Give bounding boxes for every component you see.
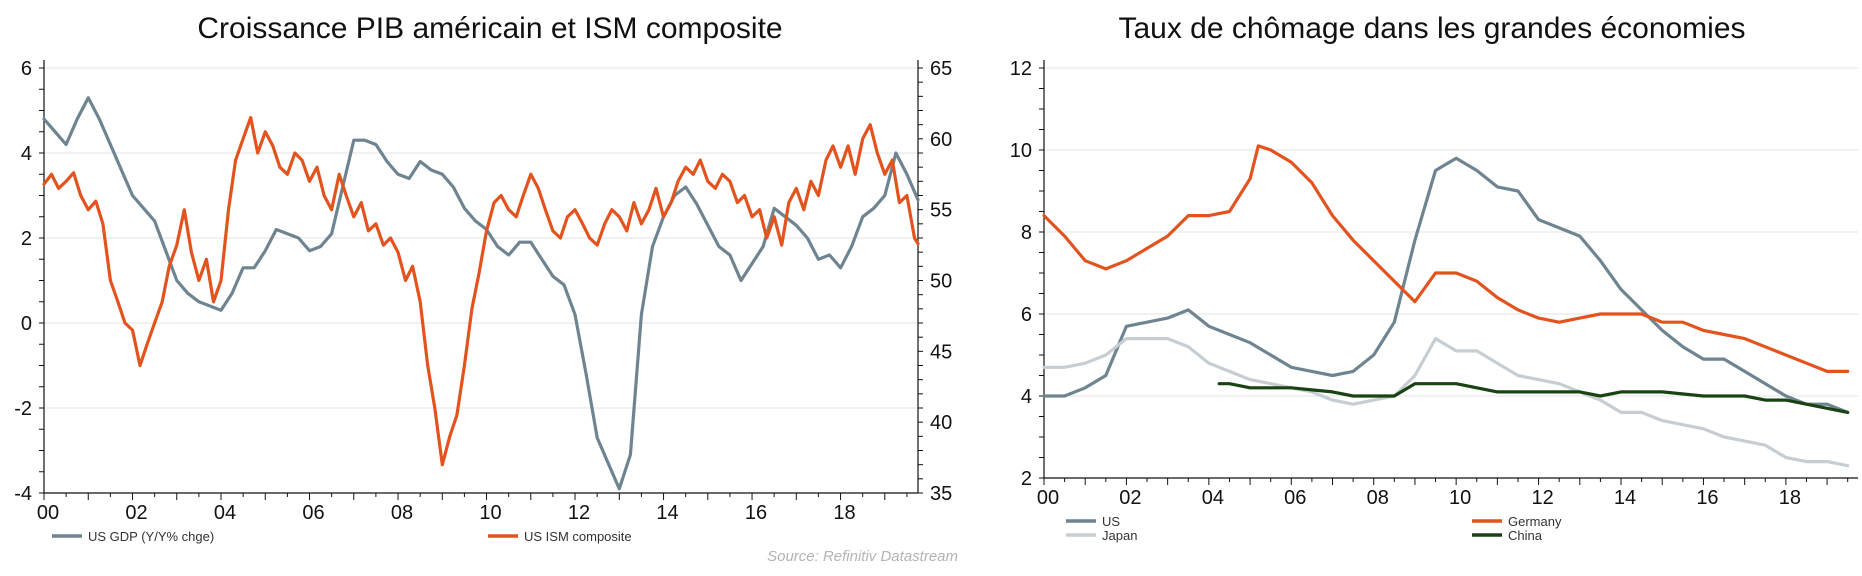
x-tick-label: 12 — [568, 502, 590, 524]
y-tick-label: -4 — [14, 483, 32, 505]
series-line-us-gdp-y-y-chge — [42, 96, 920, 491]
x-tick-label: 02 — [1119, 487, 1141, 509]
x-tick-label: 10 — [479, 502, 501, 524]
x-tick-label: 00 — [37, 502, 59, 524]
series-line-us — [1042, 156, 1850, 414]
x-tick-label: 12 — [1531, 487, 1553, 509]
x-tick-label: 14 — [656, 502, 678, 524]
y2-tick-label: 60 — [930, 129, 952, 151]
x-tick-label: 18 — [833, 502, 855, 524]
x-tick-label: 06 — [1284, 487, 1306, 509]
y-tick-label: 12 — [1010, 58, 1032, 80]
y2-tick-label: 50 — [930, 271, 952, 293]
legend-label: US — [1102, 514, 1120, 529]
x-tick-label: 02 — [125, 502, 147, 524]
y-tick-label: 6 — [1021, 304, 1032, 326]
series-line-japan — [1042, 337, 1850, 468]
x-tick-label: 08 — [391, 502, 413, 524]
x-tick-label: 06 — [302, 502, 324, 524]
y-tick-label: 10 — [1010, 140, 1032, 162]
x-tick-label: 08 — [1367, 487, 1389, 509]
x-tick-label: 16 — [1696, 487, 1718, 509]
legend-label: US ISM composite — [524, 529, 632, 544]
y-tick-label: 6 — [21, 58, 32, 80]
legend-label: US GDP (Y/Y% chge) — [88, 529, 214, 544]
y-tick-label: -2 — [14, 398, 32, 420]
y-tick-label: 2 — [21, 228, 32, 250]
chart-1-title: Croissance PIB américain et ISM composit… — [197, 12, 782, 45]
y2-tick-label: 65 — [930, 58, 952, 80]
source-note: Source: Refinitiv Datastream — [767, 548, 958, 565]
series-line-us-ism-composite — [42, 116, 920, 467]
x-tick-label: 10 — [1449, 487, 1471, 509]
y2-tick-label: 55 — [930, 200, 952, 222]
y-tick-label: 4 — [21, 143, 32, 165]
y2-tick-label: 35 — [930, 483, 952, 505]
x-tick-label: 04 — [1202, 487, 1224, 509]
legend-label: China — [1508, 528, 1543, 543]
y-tick-label: 8 — [1021, 222, 1032, 244]
series-line-germany — [1042, 144, 1850, 373]
legend-label: Japan — [1102, 528, 1137, 543]
y-tick-label: 2 — [1021, 468, 1032, 490]
chart-2-title: Taux de chômage dans les grandes économi… — [1118, 12, 1745, 45]
y-tick-label: 4 — [1021, 386, 1032, 408]
legend-label: Germany — [1508, 514, 1562, 529]
x-tick-label: 04 — [214, 502, 236, 524]
x-tick-label: 00 — [1037, 487, 1059, 509]
y-tick-label: 0 — [21, 313, 32, 335]
x-tick-label: 18 — [1779, 487, 1801, 509]
y2-tick-label: 45 — [930, 341, 952, 363]
series-line-china — [1217, 382, 1850, 414]
x-tick-label: 16 — [745, 502, 767, 524]
x-tick-label: 14 — [1614, 487, 1636, 509]
y2-tick-label: 40 — [930, 412, 952, 434]
